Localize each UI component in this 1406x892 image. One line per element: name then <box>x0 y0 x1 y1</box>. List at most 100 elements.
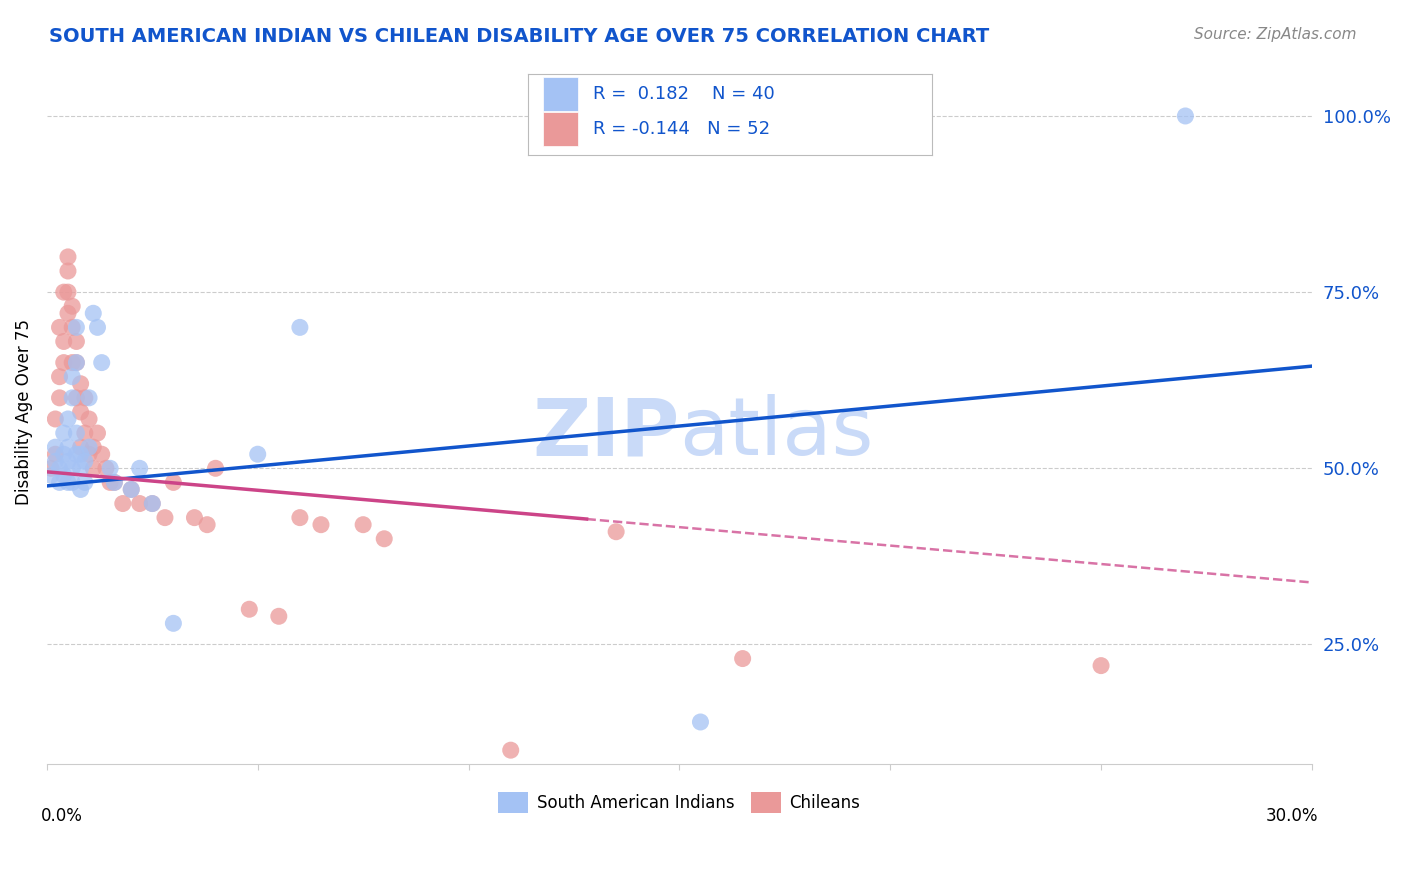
Point <box>69 483 91 497</box>
Point <box>204 461 226 475</box>
Point <box>65 320 87 334</box>
Point <box>90 447 112 461</box>
Point <box>56 475 79 490</box>
Point <box>69 461 91 475</box>
Point <box>1174 109 1197 123</box>
Point <box>56 412 79 426</box>
Point <box>52 285 75 300</box>
Point <box>69 405 91 419</box>
Point <box>69 440 91 454</box>
Point <box>731 651 754 665</box>
Text: R = -0.144   N = 52: R = -0.144 N = 52 <box>593 120 770 138</box>
Point <box>56 306 79 320</box>
Point <box>689 714 711 729</box>
Point <box>373 532 395 546</box>
Point <box>98 475 121 490</box>
Point <box>60 391 83 405</box>
Text: ZIP: ZIP <box>531 394 679 472</box>
Point <box>65 356 87 370</box>
Point <box>267 609 290 624</box>
Point <box>52 468 75 483</box>
Point <box>288 320 311 334</box>
Point <box>183 510 205 524</box>
Point <box>499 743 522 757</box>
Point <box>352 517 374 532</box>
Point <box>48 461 70 475</box>
Text: 30.0%: 30.0% <box>1265 806 1319 824</box>
Point <box>52 447 75 461</box>
Point <box>52 426 75 441</box>
Text: atlas: atlas <box>679 394 873 472</box>
Point <box>82 306 104 320</box>
Point <box>77 412 100 426</box>
Point <box>73 391 96 405</box>
Point <box>73 475 96 490</box>
Text: SOUTH AMERICAN INDIAN VS CHILEAN DISABILITY AGE OVER 75 CORRELATION CHART: SOUTH AMERICAN INDIAN VS CHILEAN DISABIL… <box>49 27 990 45</box>
Point <box>73 426 96 441</box>
Point <box>65 391 87 405</box>
Point <box>309 517 332 532</box>
Point <box>111 497 134 511</box>
Point <box>60 356 83 370</box>
Point <box>86 426 108 441</box>
Point <box>48 391 70 405</box>
FancyBboxPatch shape <box>543 78 578 111</box>
Point <box>90 356 112 370</box>
Point <box>48 320 70 334</box>
Point <box>65 356 87 370</box>
Point <box>44 454 66 468</box>
Point <box>65 447 87 461</box>
Point <box>195 517 218 532</box>
Point <box>77 440 100 454</box>
Y-axis label: Disability Age Over 75: Disability Age Over 75 <box>15 319 32 505</box>
Point <box>103 475 125 490</box>
Point <box>39 461 62 475</box>
Point <box>153 510 176 524</box>
Point <box>128 461 150 475</box>
Point <box>128 497 150 511</box>
Legend: South American Indians, Chileans: South American Indians, Chileans <box>492 786 868 820</box>
Point <box>52 334 75 349</box>
Point <box>77 447 100 461</box>
Point <box>141 497 163 511</box>
Text: R =  0.182    N = 40: R = 0.182 N = 40 <box>593 85 775 103</box>
Point <box>103 475 125 490</box>
Point <box>60 299 83 313</box>
Point <box>82 461 104 475</box>
Point <box>82 440 104 454</box>
Point <box>48 475 70 490</box>
Point <box>60 369 83 384</box>
Point <box>48 369 70 384</box>
Text: Source: ZipAtlas.com: Source: ZipAtlas.com <box>1194 27 1357 42</box>
Point <box>162 616 184 631</box>
Point <box>44 440 66 454</box>
Point <box>162 475 184 490</box>
Point <box>56 264 79 278</box>
Point <box>60 320 83 334</box>
Point <box>52 356 75 370</box>
Point <box>69 447 91 461</box>
Point <box>44 412 66 426</box>
Point <box>56 440 79 454</box>
Point <box>56 285 79 300</box>
Point <box>39 468 62 483</box>
Point <box>238 602 260 616</box>
Point <box>56 250 79 264</box>
Point <box>69 376 91 391</box>
FancyBboxPatch shape <box>543 112 578 146</box>
Point <box>65 426 87 441</box>
Point <box>44 447 66 461</box>
Text: 0.0%: 0.0% <box>41 806 83 824</box>
Point <box>120 483 142 497</box>
Point <box>288 510 311 524</box>
Point <box>60 461 83 475</box>
Point <box>98 461 121 475</box>
Point <box>65 334 87 349</box>
Point <box>77 391 100 405</box>
Point <box>246 447 269 461</box>
Point <box>141 497 163 511</box>
Point <box>1090 658 1112 673</box>
Point <box>605 524 627 539</box>
Point <box>94 461 117 475</box>
Point <box>73 454 96 468</box>
